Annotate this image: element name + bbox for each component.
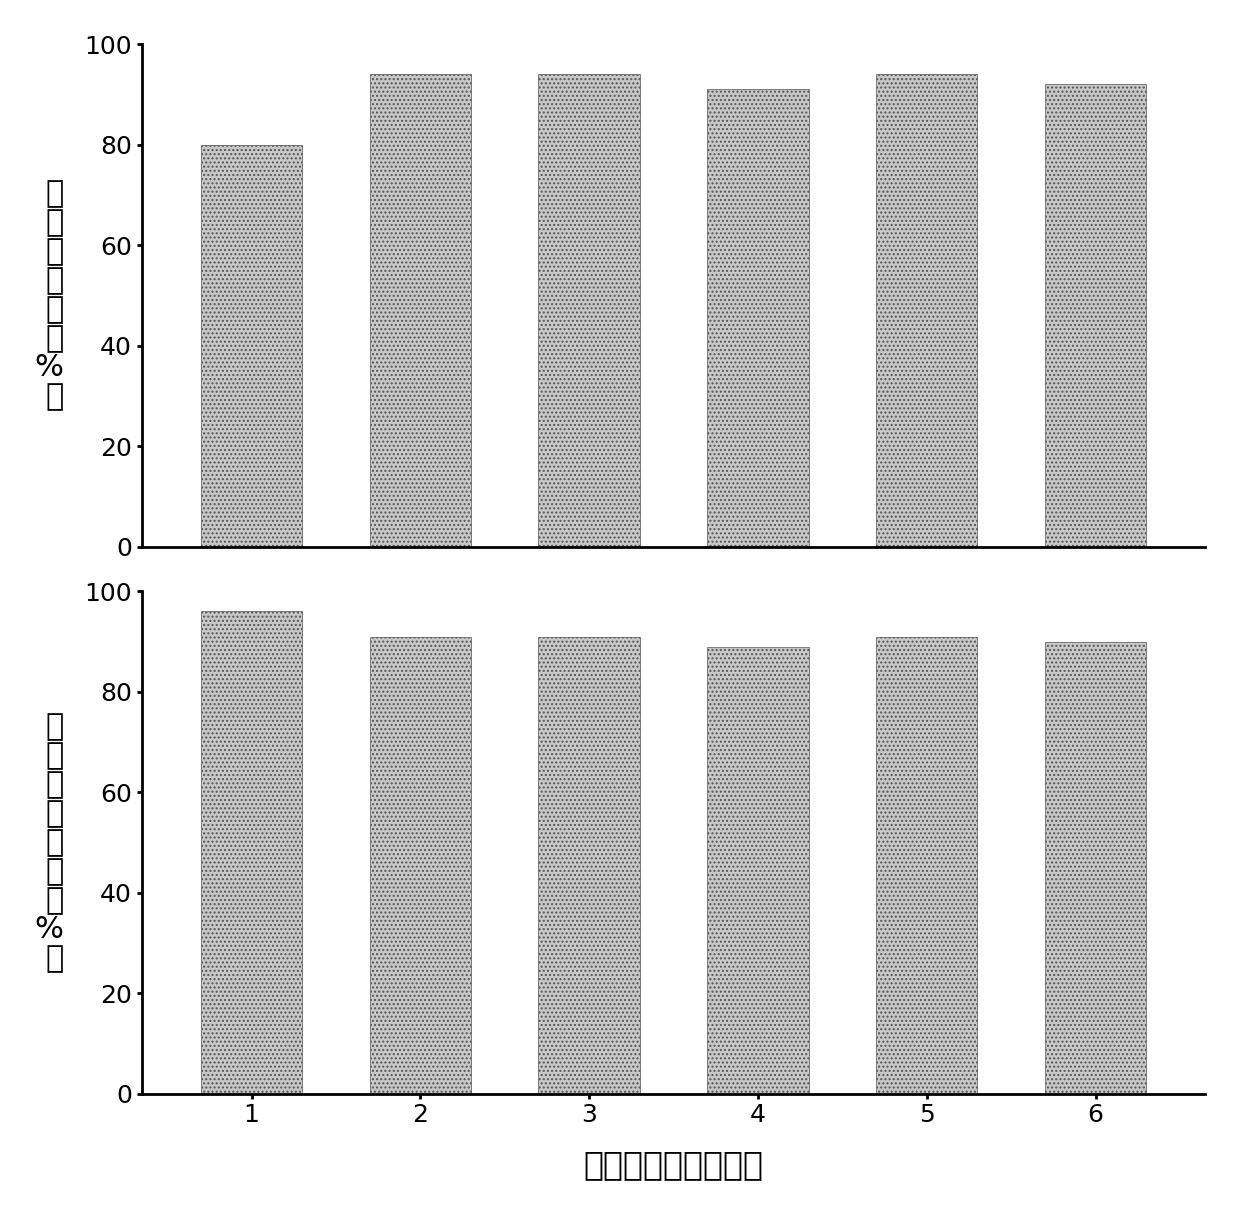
- Bar: [1045, 84, 1146, 546]
- Y-axis label: 二
苯
胺
选
择
性
（
%
）: 二 苯 胺 选 择 性 （ % ）: [35, 713, 63, 973]
- Bar: [877, 74, 977, 546]
- Bar: [201, 145, 303, 546]
- Bar: [538, 637, 640, 1093]
- Bar: [370, 74, 471, 546]
- Bar: [1045, 642, 1146, 1093]
- Bar: [538, 74, 640, 546]
- Bar: [370, 637, 471, 1093]
- Y-axis label: 苯
腹
转
化
率
（
%
）: 苯 腹 转 化 率 （ % ）: [35, 180, 63, 411]
- X-axis label: 假化剂重复使用次数: 假化剂重复使用次数: [584, 1148, 764, 1181]
- Bar: [707, 647, 808, 1093]
- Bar: [707, 90, 808, 546]
- Bar: [201, 612, 303, 1093]
- Bar: [877, 637, 977, 1093]
